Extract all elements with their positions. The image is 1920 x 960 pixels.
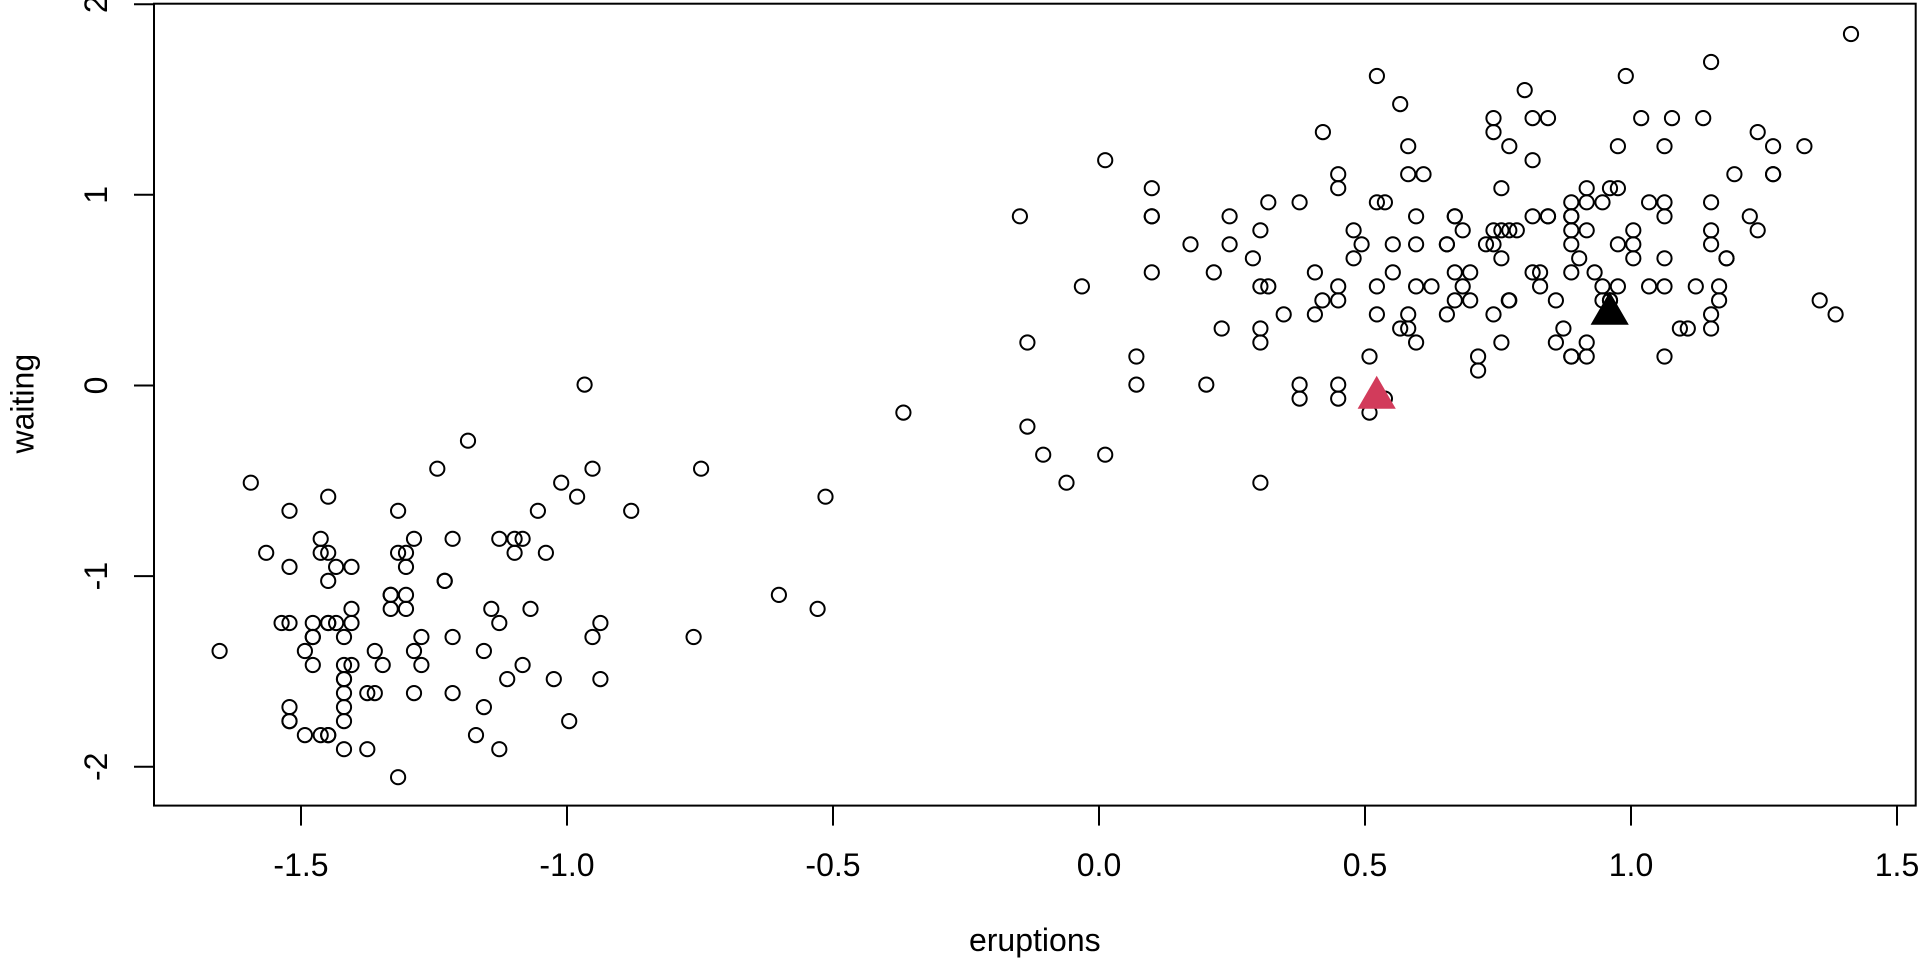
svg-text:0.5: 0.5 [1343,847,1387,883]
svg-text:0.0: 0.0 [1077,847,1121,883]
svg-text:-2: -2 [78,753,114,781]
svg-text:2: 2 [78,0,114,13]
svg-text:0: 0 [78,377,114,395]
svg-text:1: 1 [78,186,114,204]
svg-text:-1: -1 [78,562,114,590]
svg-text:1.5: 1.5 [1875,847,1919,883]
svg-text:-1.5: -1.5 [273,847,328,883]
svg-text:waiting: waiting [5,354,41,455]
svg-text:-1.0: -1.0 [539,847,594,883]
svg-text:1.0: 1.0 [1609,847,1653,883]
svg-text:-0.5: -0.5 [805,847,860,883]
svg-text:eruptions: eruptions [969,922,1101,958]
